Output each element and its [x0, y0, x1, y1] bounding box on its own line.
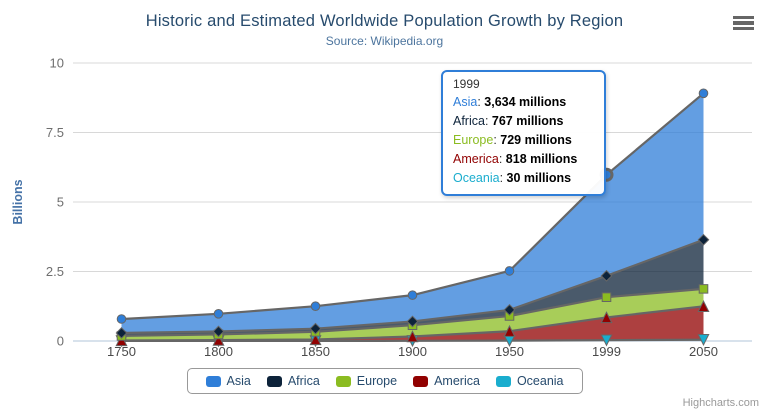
point-africa-1800[interactable] [212, 325, 225, 338]
point-asia-1750[interactable] [116, 314, 127, 324]
legend: Asia Africa Europe America Oceania [186, 368, 583, 394]
point-africa-1950[interactable] [503, 303, 516, 316]
point-asia-1999[interactable] [599, 167, 614, 182]
svg-text:1850: 1850 [301, 344, 330, 359]
y-axis-title: Billions [11, 179, 25, 224]
svg-text:2050: 2050 [689, 344, 718, 359]
europe-swatch-icon [335, 375, 351, 387]
legend-label: America [434, 374, 480, 388]
svg-text:10: 10 [50, 56, 64, 71]
y-axis-labels: 0 2.5 5 7.5 10 [46, 56, 64, 349]
svg-text:1950: 1950 [495, 344, 524, 359]
legend-item-africa[interactable]: Africa [266, 374, 320, 388]
hamburger-bar [733, 21, 754, 25]
area-america[interactable] [121, 306, 704, 341]
point-europe-2050[interactable] [698, 284, 709, 294]
area-africa[interactable] [121, 239, 704, 336]
point-africa-1750[interactable] [115, 327, 128, 339]
svg-text:1750: 1750 [107, 344, 136, 359]
hamburger-bar [733, 26, 754, 30]
point-america-2050[interactable] [697, 300, 710, 313]
svg-text:5: 5 [57, 195, 64, 210]
point-asia-1850[interactable] [310, 301, 321, 311]
point-oceania-1999[interactable] [600, 334, 613, 347]
oceania-swatch-icon [495, 375, 511, 387]
series-markers[interactable] [115, 88, 710, 348]
point-america-1999[interactable] [600, 311, 613, 324]
point-america-1900[interactable] [406, 330, 419, 343]
legend-item-europe[interactable]: Europe [335, 374, 398, 388]
legend-label: Asia [226, 374, 251, 388]
point-america-1850[interactable] [309, 333, 322, 346]
point-africa-1999[interactable] [600, 269, 613, 282]
svg-text:1800: 1800 [204, 344, 233, 359]
point-america-1950[interactable] [503, 324, 516, 337]
area-asia[interactable] [121, 93, 704, 333]
point-oceania-2050[interactable] [697, 334, 710, 347]
point-america-1800[interactable] [212, 333, 225, 346]
legend-label: Africa [287, 374, 320, 388]
africa-swatch-icon [266, 375, 282, 387]
point-africa-1850[interactable] [309, 322, 322, 335]
svg-text:1900: 1900 [398, 344, 427, 359]
chart-subtitle: Source: Wikipedia.org [325, 34, 444, 48]
svg-text:1999: 1999 [592, 344, 621, 359]
point-asia-1800[interactable] [213, 309, 224, 319]
asia-swatch-icon [205, 375, 221, 387]
hamburger-bar [733, 16, 754, 20]
svg-text:7.5: 7.5 [46, 125, 64, 140]
point-europe-1999[interactable] [601, 292, 612, 302]
area-bands [121, 93, 704, 341]
hamburger-icon[interactable] [733, 16, 754, 30]
legend-item-asia[interactable]: Asia [205, 374, 251, 388]
point-asia-1900[interactable] [407, 290, 418, 300]
legend-label: Oceania [516, 374, 564, 388]
chart-title: Historic and Estimated Worldwide Populat… [145, 12, 624, 30]
legend-item-america[interactable]: America [413, 374, 480, 388]
svg-text:2.5: 2.5 [46, 264, 64, 279]
x-axis-labels: 1750 1800 1850 1900 1950 1999 2050 [107, 344, 718, 359]
credits-link[interactable]: Highcharts.com [682, 397, 759, 409]
svg-text:0: 0 [57, 334, 64, 349]
legend-label: Europe [356, 374, 398, 388]
point-africa-1900[interactable] [406, 315, 419, 328]
point-asia-1950[interactable] [504, 266, 515, 276]
point-africa-2050[interactable] [697, 233, 710, 246]
legend-item-oceania[interactable]: Oceania [495, 374, 564, 388]
point-asia-2050[interactable] [698, 88, 709, 99]
america-swatch-icon [413, 375, 429, 387]
